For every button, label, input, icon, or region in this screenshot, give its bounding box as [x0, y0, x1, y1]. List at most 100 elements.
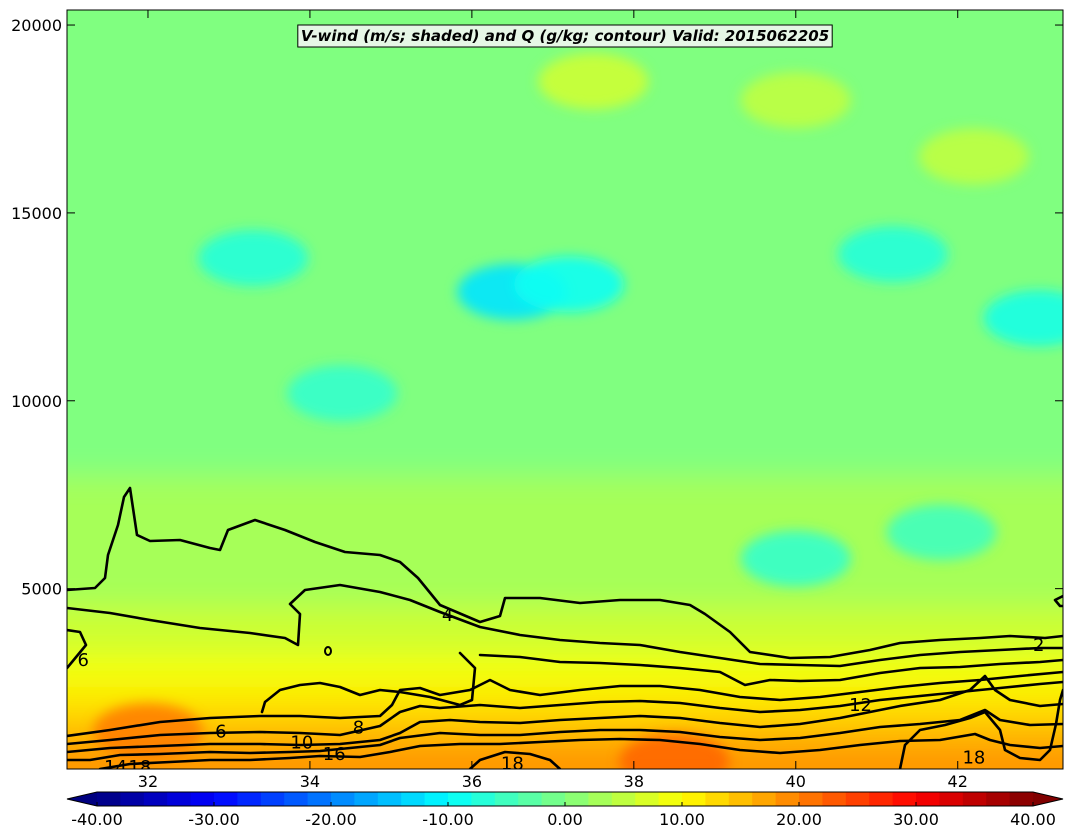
contour-label: 6	[77, 650, 88, 671]
contour-line	[324, 646, 332, 656]
contour-line	[67, 583, 1063, 668]
colorbar-segment	[799, 792, 823, 806]
colorbar-segment	[143, 792, 168, 806]
field-feature	[514, 256, 625, 313]
field-feature	[287, 365, 398, 422]
x-tick-label: 34	[300, 772, 320, 791]
colorbar-segment	[611, 792, 636, 806]
colorbar-segment	[401, 792, 426, 806]
y-tick-label: 10000	[11, 392, 62, 411]
colorbar-segment	[845, 792, 870, 806]
y-tick-label: 15000	[11, 204, 62, 223]
contour-line	[67, 628, 88, 670]
x-tick-label: 38	[624, 772, 644, 791]
field-feature	[740, 72, 851, 129]
colorbar-segment	[635, 792, 660, 806]
contour-line	[468, 750, 562, 769]
contour-line	[67, 680, 1063, 746]
colorbar-segment	[307, 792, 332, 806]
contour-label: 2	[1033, 635, 1044, 656]
colorbar-tick-label: 10.00	[659, 810, 705, 829]
chart-title: V-wind (m/s; shaded) and Q (g/kg; contou…	[301, 27, 829, 45]
colorbar-segment	[962, 792, 987, 806]
colorbar-tick-label: -40.00	[71, 810, 123, 829]
colorbar-segment	[237, 792, 262, 806]
colorbar-segment	[869, 792, 894, 806]
field-feature	[983, 290, 1063, 347]
contour-line	[898, 688, 1063, 769]
y-tick-label: 5000	[21, 580, 62, 599]
colorbar-segment	[916, 792, 940, 806]
colorbar-segment	[214, 792, 238, 806]
field-feature	[538, 53, 649, 110]
colorbar-segment	[588, 792, 613, 806]
shaded-field	[67, 10, 1063, 769]
colorbar-segment	[822, 792, 847, 806]
contour-label: 6	[215, 721, 226, 742]
colorbar-segment	[190, 792, 215, 806]
moisture-contours	[67, 486, 1063, 769]
field-feature	[886, 504, 997, 561]
colorbar-segment	[284, 792, 309, 806]
colorbar-segment	[775, 792, 800, 806]
colorbar-segment	[1009, 792, 1034, 806]
colorbar-tick-label: 20.00	[776, 810, 822, 829]
x-tick-label: 40	[786, 772, 806, 791]
contour-line	[67, 708, 1063, 762]
contour-label: 4	[442, 605, 453, 626]
colorbar-segment	[541, 792, 566, 806]
colorbar-segment	[120, 792, 145, 806]
colorbar-segment	[167, 792, 192, 806]
contour-label: 16	[323, 744, 346, 765]
field-feature	[198, 229, 309, 286]
colorbar-segment	[752, 792, 777, 806]
contour-label: 12	[849, 695, 872, 716]
contour-line	[98, 732, 1063, 769]
colorbar-tick-label: -30.00	[188, 810, 240, 829]
colorbar-segment	[705, 792, 730, 806]
contour-label: 14	[104, 757, 127, 778]
colorbar-segment	[892, 792, 917, 806]
colorbar-segment	[939, 792, 964, 806]
chart-title-box: V-wind (m/s; shaded) and Q (g/kg; contou…	[297, 24, 833, 48]
contour-labels: 2 4 6 6 8 10 12 14 16 18 18 18	[77, 605, 1044, 778]
field-layer	[67, 607, 1063, 653]
contour-label: 8	[353, 718, 364, 739]
contour-line	[67, 674, 1063, 754]
contour-line	[478, 653, 1063, 687]
colorbar-tick-label: 30.00	[893, 810, 939, 829]
colorbar-tick-label: -20.00	[305, 810, 357, 829]
field-layer	[67, 742, 1063, 769]
contour-line	[260, 651, 477, 714]
field-feature	[918, 128, 1029, 185]
colorbar-segment	[260, 792, 285, 806]
contour-label: 18	[962, 748, 985, 769]
colorbar-tick-label: -10.00	[422, 810, 474, 829]
field-feature	[619, 733, 730, 769]
colorbar-extend-min	[67, 792, 97, 806]
contour-line	[67, 670, 1063, 738]
colorbar-segment	[97, 792, 121, 806]
colorbar-segment	[658, 792, 683, 806]
field-feature	[837, 226, 948, 283]
contour-label: 10	[290, 733, 313, 754]
colorbar-segment	[728, 792, 753, 806]
contour-label: 18	[501, 753, 524, 774]
x-tick-label: 36	[462, 772, 482, 791]
colorbar-segment	[494, 792, 519, 806]
plot-frame	[66, 9, 1064, 770]
contour-line	[1053, 594, 1063, 608]
colorbar: -40.00 -30.00 -20.00 -10.00 0.00 10.00 20.00 30…	[66, 791, 1064, 829]
colorbar-tick-label: 40.00	[1010, 810, 1056, 829]
x-tick-label: 42	[948, 772, 968, 791]
contour-line	[67, 486, 1063, 660]
field-layer	[67, 686, 1063, 717]
colorbar-segment	[565, 792, 589, 806]
colorbar-segment	[471, 792, 496, 806]
colorbar-tick-label: 0.00	[547, 810, 583, 829]
field-feature	[92, 703, 203, 760]
colorbar-segment	[986, 792, 1011, 806]
colorbar-segment	[354, 792, 379, 806]
